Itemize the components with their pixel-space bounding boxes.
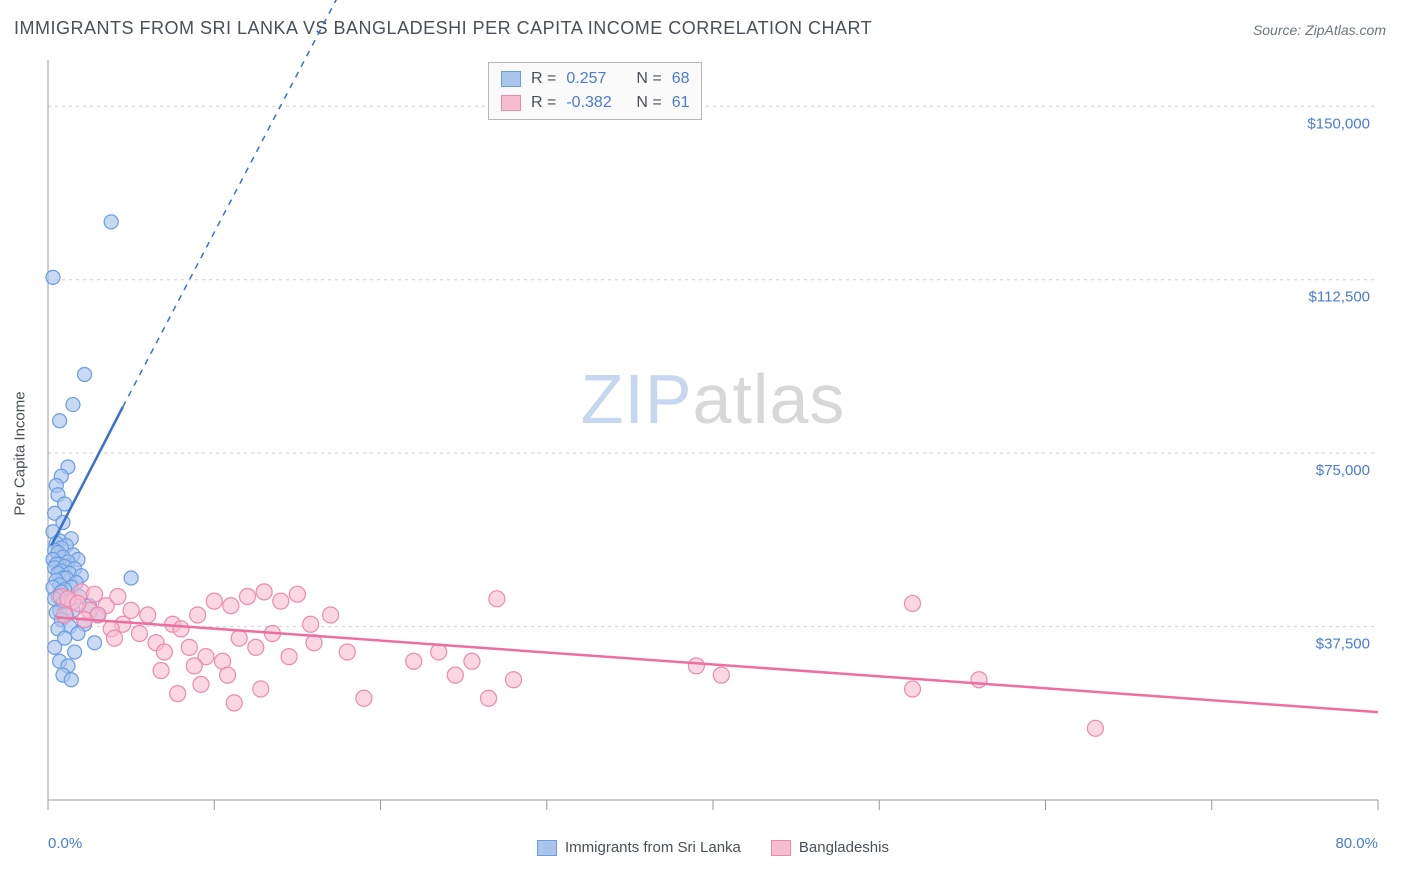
chart-title: IMMIGRANTS FROM SRI LANKA VS BANGLADESHI… [14,18,872,39]
r-label: R = [531,91,556,115]
svg-text:$37,500: $37,500 [1316,636,1370,653]
legend-swatch-bangladeshi [501,95,521,111]
r-value-srilanka: 0.257 [566,67,626,91]
legend-swatch-bangladeshi-icon [771,840,791,856]
legend-correlation-box: R = 0.257 N = 68 R = -0.382 N = 61 [488,62,702,120]
legend-item-bangladeshi: Bangladeshis [771,839,889,856]
scatter-plot-svg: $37,500$75,000$112,500$150,0000.0%80.0% [48,60,1378,830]
svg-text:$150,000: $150,000 [1307,115,1370,132]
legend-row-bangladeshi: R = -0.382 N = 61 [501,91,689,115]
svg-text:$112,500: $112,500 [1309,289,1370,306]
n-value-srilanka: 68 [672,67,690,91]
chart-area: Per Capita Income ZIPatlas $37,500$75,00… [48,60,1378,830]
legend-label-bangladeshi: Bangladeshis [799,839,889,856]
n-label: N = [636,67,661,91]
r-label: R = [531,67,556,91]
legend-swatch-srilanka-icon [537,840,557,856]
legend-item-srilanka: Immigrants from Sri Lanka [537,839,741,856]
source-label: Source: ZipAtlas.com [1253,22,1386,38]
legend-label-srilanka: Immigrants from Sri Lanka [565,839,741,856]
y-axis-label: Per Capita Income [12,391,29,515]
n-label: N = [636,91,661,115]
legend-swatch-srilanka [501,71,521,87]
r-value-bangladeshi: -0.382 [566,91,626,115]
svg-text:80.0%: 80.0% [1335,835,1378,852]
legend-bottom: Immigrants from Sri Lanka Bangladeshis [537,839,889,856]
legend-row-srilanka: R = 0.257 N = 68 [501,67,689,91]
svg-text:0.0%: 0.0% [48,835,82,852]
n-value-bangladeshi: 61 [672,91,690,115]
svg-text:$75,000: $75,000 [1316,462,1370,479]
